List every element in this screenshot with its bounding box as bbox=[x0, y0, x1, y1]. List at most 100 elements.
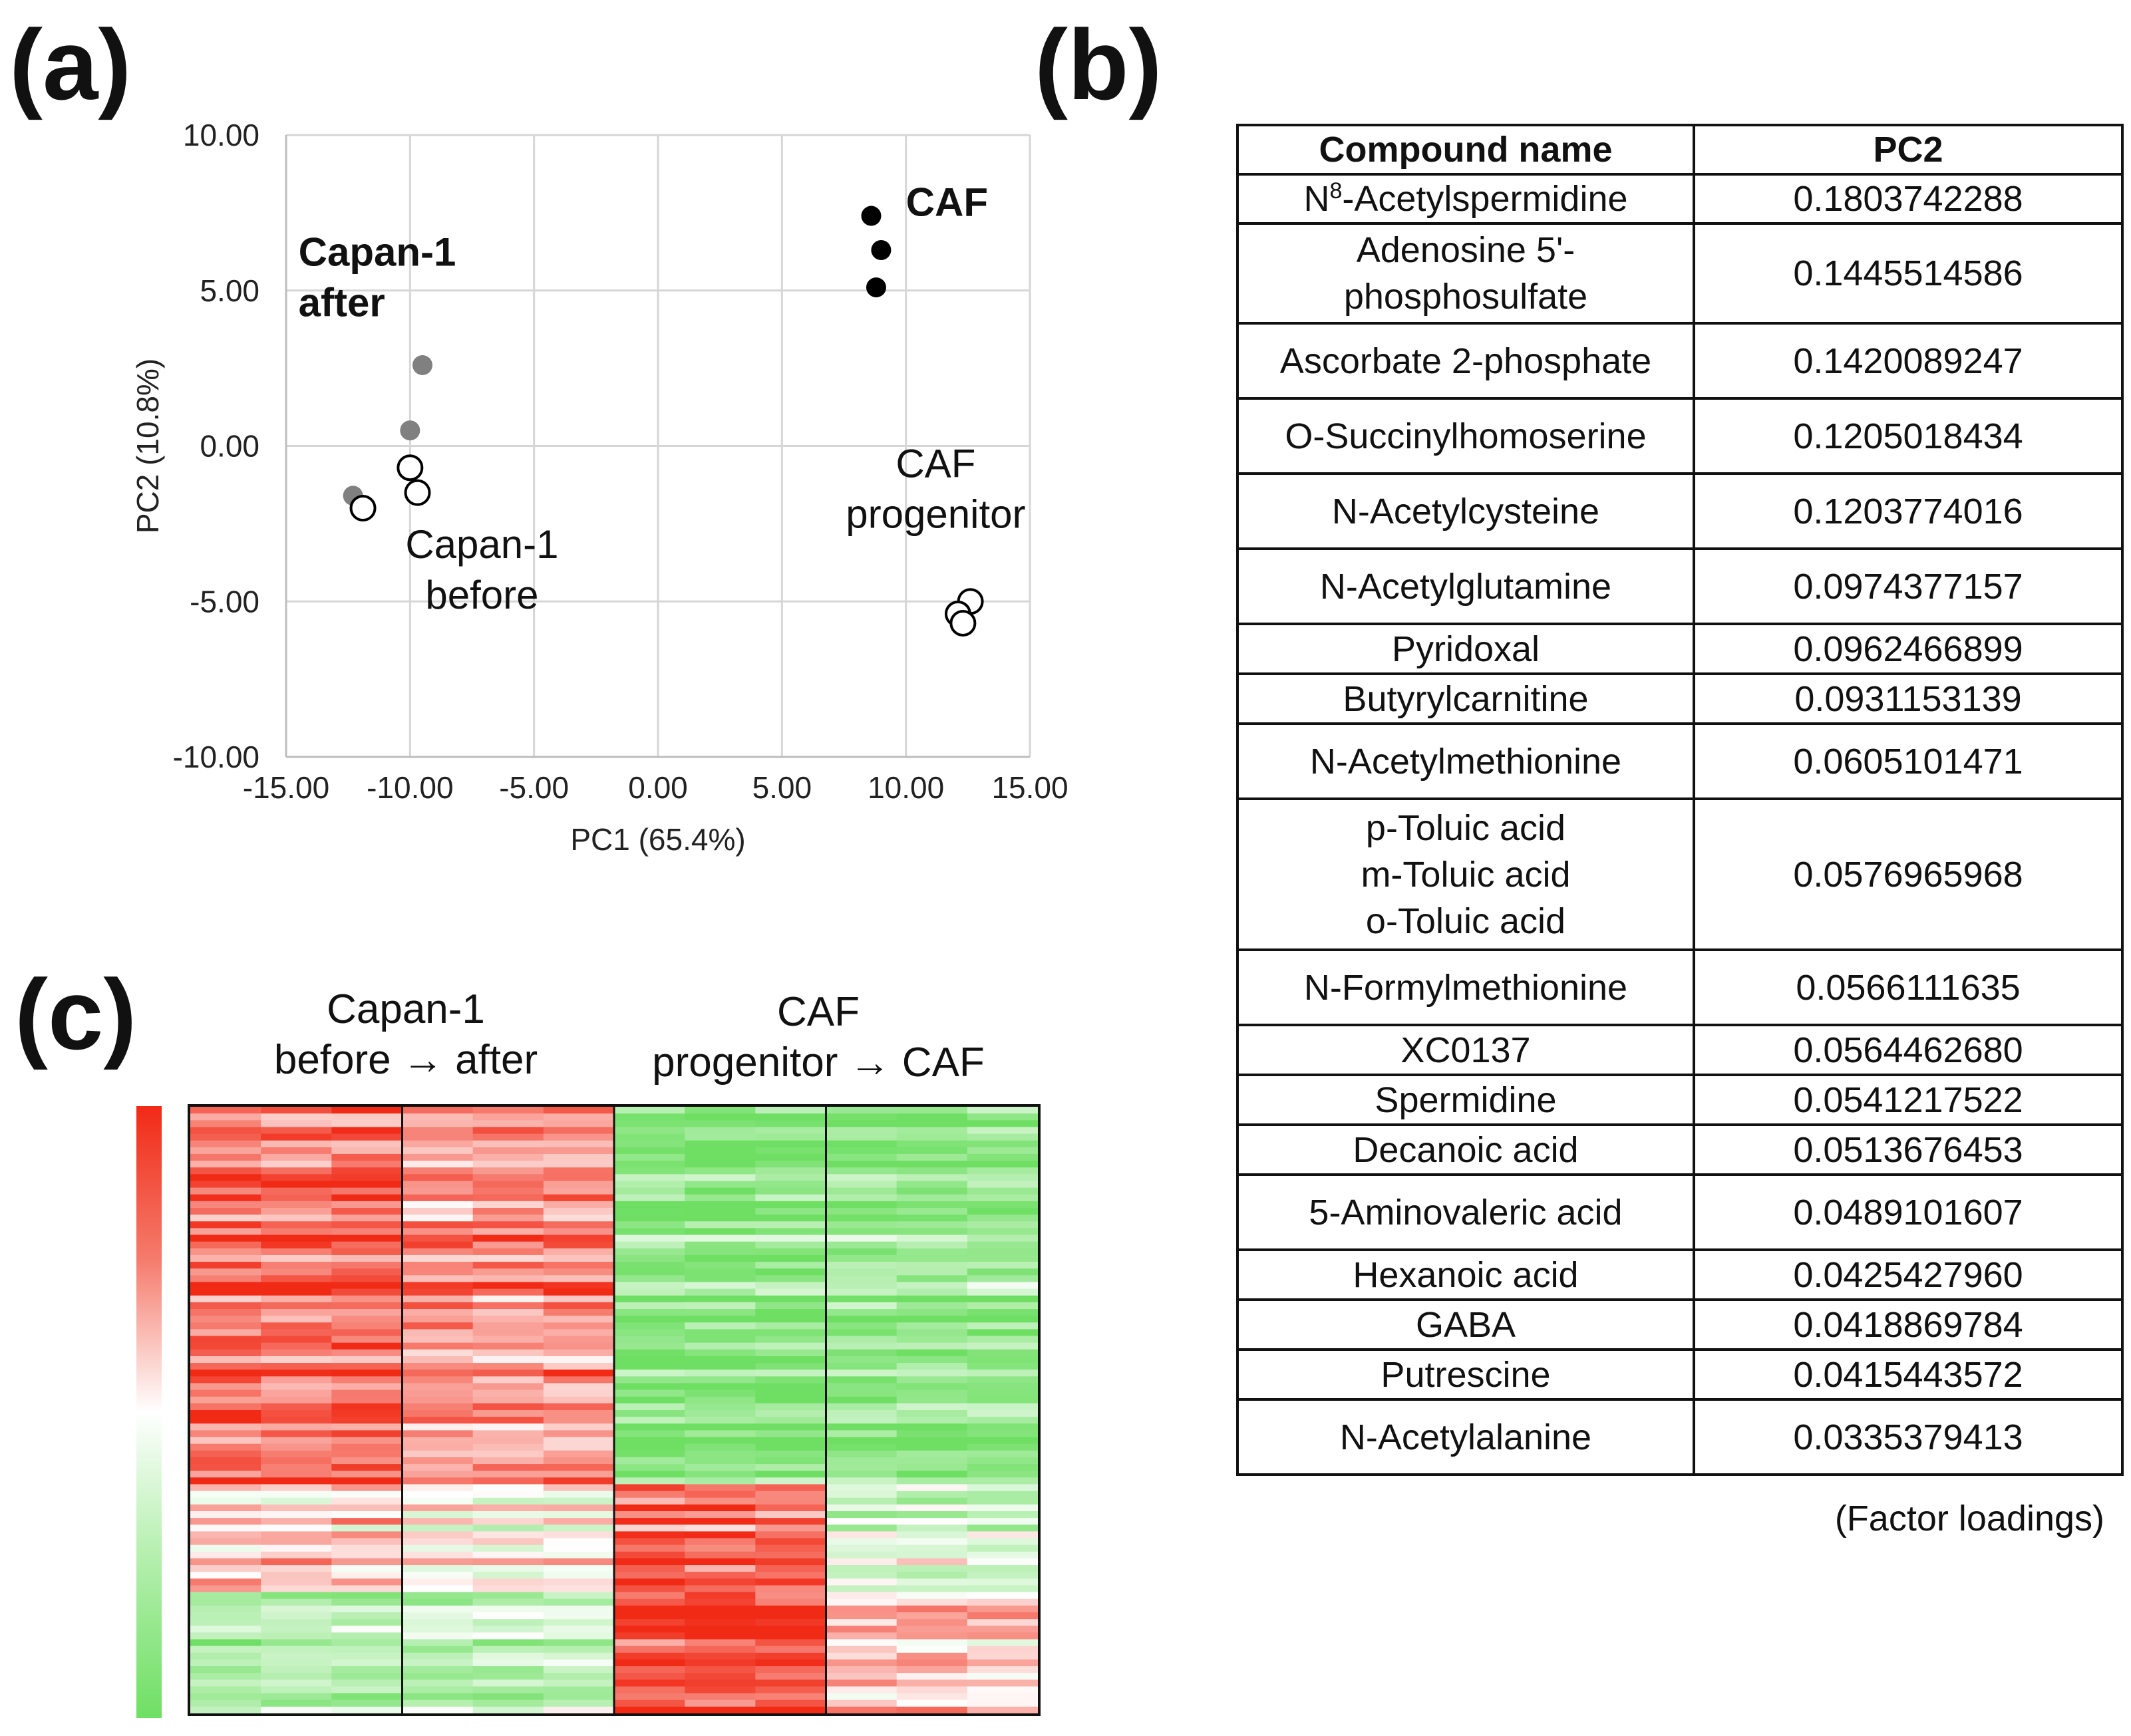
heatmap-cell bbox=[261, 1376, 332, 1384]
panel-label-c: (c) bbox=[15, 958, 137, 1070]
heatmap-cell bbox=[685, 1693, 756, 1701]
heatmap-cell bbox=[614, 1363, 685, 1370]
heatmap-cell bbox=[543, 1336, 615, 1344]
heatmap-cell bbox=[614, 1187, 685, 1195]
heatmap-cell bbox=[755, 1598, 827, 1606]
heatmap-cell bbox=[402, 1396, 474, 1404]
heatmap-cell bbox=[896, 1544, 968, 1552]
heatmap-cell bbox=[967, 1410, 1038, 1417]
heatmap-cell bbox=[402, 1538, 474, 1546]
heatmap-cell bbox=[331, 1234, 403, 1242]
heatmap-cell bbox=[896, 1396, 968, 1404]
heatmap-cells bbox=[190, 1107, 1038, 1713]
pca-scatter-plot: -15.00 -10.00 -5.00 0.00 5.00 10.00 15.0010.00… bbox=[130, 118, 1068, 857]
heatmap-cell bbox=[685, 1430, 756, 1438]
heatmap-cell bbox=[896, 1295, 968, 1303]
heatmap-cell bbox=[967, 1477, 1038, 1485]
heatmap-cell bbox=[543, 1646, 615, 1654]
heatmap-cell bbox=[261, 1295, 332, 1303]
heatmap-cell bbox=[896, 1450, 968, 1458]
heatmap-cell bbox=[755, 1376, 827, 1384]
heatmap-cell bbox=[755, 1389, 827, 1397]
heatmap-cell bbox=[331, 1389, 403, 1397]
heatmap-cell bbox=[190, 1309, 261, 1316]
heatmap-cell bbox=[896, 1140, 968, 1148]
compound-name-line: N-Acetylglutamine bbox=[1319, 566, 1612, 607]
heatmap-cell bbox=[472, 1666, 544, 1673]
heatmap-cell bbox=[543, 1558, 615, 1566]
heatmap-cell bbox=[543, 1194, 615, 1202]
heatmap-cell bbox=[967, 1174, 1038, 1182]
heatmap-cell bbox=[190, 1477, 261, 1485]
heatmap-cell bbox=[472, 1403, 544, 1411]
heatmap-cell bbox=[472, 1558, 544, 1566]
heatmap-cell bbox=[896, 1174, 968, 1182]
heatmap-cell bbox=[331, 1336, 403, 1344]
heatmap-cell bbox=[896, 1518, 968, 1525]
heatmap-cell bbox=[755, 1430, 827, 1438]
table-row: Hexanoic acid 0.0425427960 bbox=[1236, 1248, 2124, 1302]
heatmap-cell bbox=[755, 1538, 827, 1546]
heatmap-cell bbox=[402, 1544, 474, 1552]
heatmap-cell bbox=[685, 1686, 756, 1694]
heatmap-cell bbox=[190, 1531, 261, 1539]
heatmap-cell bbox=[472, 1228, 544, 1236]
heatmap-cell bbox=[685, 1234, 756, 1242]
heatmap-cell bbox=[402, 1706, 474, 1713]
heatmap-cell bbox=[261, 1652, 332, 1660]
heatmap-cell bbox=[614, 1248, 685, 1256]
x-tick-label: -5.00 bbox=[499, 770, 569, 805]
heatmap-cell bbox=[755, 1578, 827, 1586]
heatmap-cell bbox=[261, 1659, 332, 1667]
heatmap-cell bbox=[896, 1437, 968, 1445]
heatmap-cell bbox=[402, 1578, 474, 1586]
heatmap-cell bbox=[190, 1228, 261, 1236]
heatmap-cell bbox=[755, 1396, 827, 1404]
heatmap-cell bbox=[402, 1275, 474, 1283]
heatmap-cell bbox=[685, 1120, 756, 1127]
y-tick-label: 0.00 bbox=[200, 429, 259, 464]
heatmap-cell bbox=[685, 1632, 756, 1640]
heatmap-cell bbox=[614, 1632, 685, 1640]
heatmap-cell bbox=[896, 1194, 968, 1202]
heatmap-cell bbox=[331, 1349, 403, 1357]
heatmap-cell bbox=[543, 1598, 615, 1606]
heatmap-cell bbox=[826, 1558, 898, 1566]
heatmap-cell bbox=[967, 1679, 1038, 1687]
heatmap bbox=[188, 1104, 1041, 1716]
heatmap-cell bbox=[967, 1262, 1038, 1269]
heatmap-cell bbox=[543, 1592, 615, 1600]
heatmap-cell bbox=[826, 1437, 898, 1445]
heatmap-cell bbox=[755, 1565, 827, 1572]
heatmap-cell bbox=[402, 1120, 474, 1127]
heatmap-cell bbox=[826, 1383, 898, 1391]
heatmap-cell bbox=[826, 1254, 898, 1262]
heatmap-cell bbox=[472, 1282, 544, 1290]
heatmap-cell bbox=[755, 1241, 827, 1249]
heatmap-cell bbox=[543, 1234, 615, 1242]
heatmap-cell bbox=[543, 1376, 615, 1384]
heatmap-cell bbox=[826, 1484, 898, 1492]
heatmap-cell bbox=[614, 1167, 685, 1175]
heatmap-cell bbox=[896, 1410, 968, 1417]
heatmap-cell bbox=[402, 1491, 474, 1499]
heatmap-cell bbox=[543, 1248, 615, 1256]
heatmap-cell bbox=[896, 1626, 968, 1633]
compound-name-cell: N-Acetylglutamine bbox=[1236, 547, 1695, 626]
heatmap-cell bbox=[190, 1336, 261, 1344]
y-tick-label: -5.00 bbox=[190, 584, 259, 619]
heatmap-group-label-line: before → after bbox=[273, 1036, 538, 1083]
heatmap-cell bbox=[472, 1140, 544, 1148]
heatmap-cell bbox=[472, 1585, 544, 1593]
heatmap-cell bbox=[614, 1457, 685, 1465]
heatmap-cell bbox=[472, 1524, 544, 1532]
heatmap-cell bbox=[967, 1322, 1038, 1330]
compound-name-cell: XC0137 bbox=[1236, 1024, 1695, 1077]
heatmap-cell bbox=[472, 1693, 544, 1701]
heatmap-cell bbox=[685, 1396, 756, 1404]
heatmap-cell bbox=[826, 1423, 898, 1431]
heatmap-cell bbox=[472, 1370, 544, 1377]
heatmap-cell bbox=[402, 1443, 474, 1451]
heatmap-cell bbox=[826, 1531, 898, 1539]
heatmap-cell bbox=[543, 1140, 615, 1148]
